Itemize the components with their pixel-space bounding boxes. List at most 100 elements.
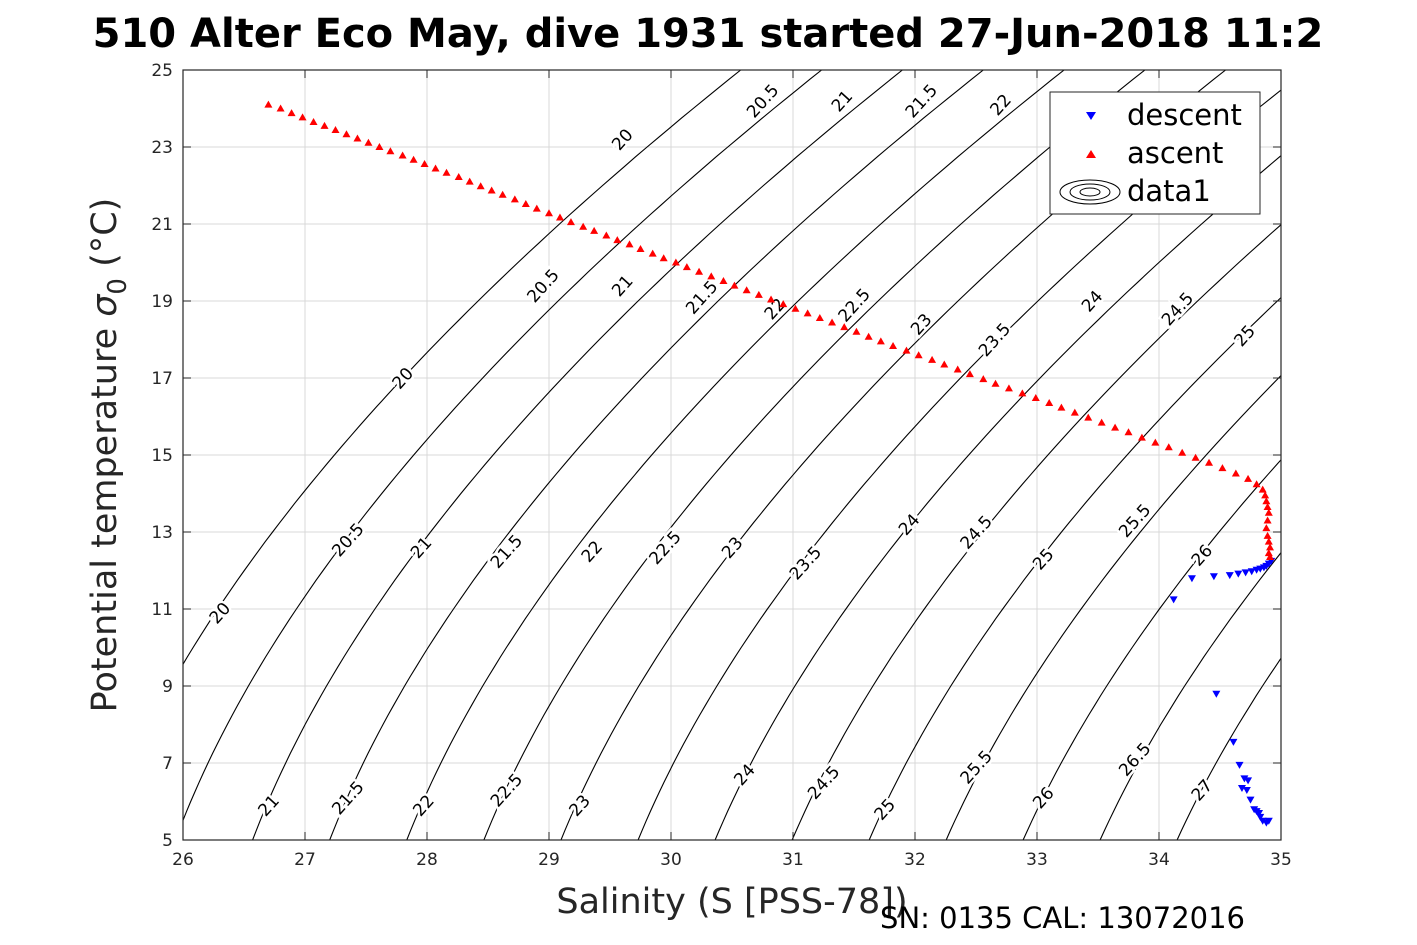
ascent-marker xyxy=(1263,502,1272,510)
y-axis-label-main: Potential temperature xyxy=(85,317,125,713)
ascent-marker xyxy=(889,342,898,350)
y-tick-label: 15 xyxy=(151,446,173,466)
x-tick-label: 32 xyxy=(904,850,926,870)
ascent-marker xyxy=(476,182,485,190)
isopycnal-line xyxy=(1022,458,1281,840)
ascent-marker xyxy=(364,138,373,146)
contour-label: 22 xyxy=(987,91,1016,120)
ascent-marker xyxy=(1231,469,1240,477)
descent-marker xyxy=(1241,569,1250,577)
x-tick-label: 26 xyxy=(172,850,194,870)
ascent-marker xyxy=(1151,438,1160,446)
isopycnal-line xyxy=(183,70,823,822)
contour-label: 22 xyxy=(409,791,438,820)
isopycnal-line xyxy=(1099,551,1281,840)
descent-marker xyxy=(1235,761,1244,769)
descent-marker xyxy=(1187,575,1196,583)
contour-label: 23 xyxy=(718,533,747,562)
ascent-marker xyxy=(579,222,588,230)
contour-label: 25 xyxy=(1029,545,1058,574)
descent-marker xyxy=(1225,572,1234,580)
ascent-marker xyxy=(828,318,837,326)
ascent-marker xyxy=(431,164,440,172)
legend-contour-icon xyxy=(1059,179,1121,205)
ascent-marker xyxy=(979,375,988,383)
descent-marker xyxy=(1246,796,1255,804)
legend-ascent-label: ascent xyxy=(1127,136,1223,170)
contour-label: 22.5 xyxy=(835,285,875,327)
ascent-marker xyxy=(555,213,564,221)
ascent-marker xyxy=(754,290,763,298)
ascent-marker xyxy=(375,143,384,150)
ascent-marker xyxy=(487,186,496,194)
data-markers xyxy=(264,100,1276,827)
x-axis-label: Salinity (S [PSS-78]) xyxy=(556,882,907,922)
ascent-marker xyxy=(1264,508,1273,516)
ascent-marker xyxy=(659,254,668,262)
ascent-marker xyxy=(566,218,575,226)
contour-label: 25.5 xyxy=(957,747,997,789)
y-tick-label: 5 xyxy=(162,831,173,851)
descent-marker xyxy=(1240,775,1249,783)
ascent-marker xyxy=(545,209,553,217)
contour-label: 21.5 xyxy=(487,531,527,573)
ascent-marker xyxy=(953,365,962,373)
legend-box xyxy=(1049,91,1261,215)
ascent-marker xyxy=(719,276,728,284)
contour-label: 25 xyxy=(1231,322,1260,351)
chart-title: 510 Alter Eco May, dive 1931 started 27-… xyxy=(93,11,1324,57)
y-tick-label: 7 xyxy=(162,754,173,774)
contour-label: 20.5 xyxy=(743,81,783,123)
ascent-marker xyxy=(521,199,530,207)
contour-label: 23.5 xyxy=(975,319,1015,361)
contour-label: 24 xyxy=(730,760,759,789)
y-tick-label: 21 xyxy=(151,215,173,235)
ascent-marker xyxy=(876,337,885,345)
y-tick-label: 9 xyxy=(162,677,173,697)
x-tick-label: 30 xyxy=(660,850,682,870)
ascent-marker xyxy=(1244,474,1253,482)
ascent-marker xyxy=(707,272,716,280)
y-tick-label: 13 xyxy=(151,523,173,543)
ascent-marker xyxy=(1070,408,1079,416)
isopycnal-line xyxy=(252,70,904,840)
contour-label: 24 xyxy=(1078,287,1107,316)
ascent-marker xyxy=(902,346,911,354)
ascent-marker xyxy=(320,121,329,129)
x-tick-label: 29 xyxy=(538,850,560,870)
ascent-marker xyxy=(1084,413,1093,421)
ascent-marker xyxy=(682,263,691,271)
ascent-marker xyxy=(1261,491,1270,499)
isopycnal-line xyxy=(183,70,742,666)
ascent-marker xyxy=(636,245,645,253)
contour-label: 23 xyxy=(907,310,936,339)
contour-label: 21.5 xyxy=(902,81,942,123)
y-tick-label: 19 xyxy=(151,292,173,312)
isopycnal-line xyxy=(406,70,1065,840)
ascent-marker xyxy=(965,370,974,378)
ascent-marker xyxy=(1045,399,1054,407)
contour-label: 25 xyxy=(871,795,900,824)
isopycnal-line xyxy=(945,374,1281,840)
ascent-marker xyxy=(1137,433,1146,441)
ascent-marker xyxy=(1263,516,1272,524)
ascent-marker xyxy=(498,190,507,198)
contour-label: 22 xyxy=(578,537,607,566)
descent-marker xyxy=(1237,785,1246,793)
x-tick-label: 33 xyxy=(1026,850,1048,870)
ascent-marker xyxy=(276,104,285,112)
ascent-marker xyxy=(1258,485,1267,493)
legend-ascent-marker xyxy=(1086,150,1096,158)
ascent-marker xyxy=(864,332,873,340)
legend: descent ascent data1 xyxy=(1049,91,1261,215)
contour-label: 20 xyxy=(206,599,235,628)
y-tick-label: 17 xyxy=(151,369,173,389)
legend-descent-marker xyxy=(1086,112,1096,120)
x-tick-label: 34 xyxy=(1148,850,1170,870)
contour-label: 21 xyxy=(608,272,637,301)
ascent-marker xyxy=(928,355,937,363)
x-tick-label: 31 xyxy=(782,850,804,870)
ascent-marker xyxy=(1266,543,1275,551)
ascent-marker xyxy=(386,147,395,155)
